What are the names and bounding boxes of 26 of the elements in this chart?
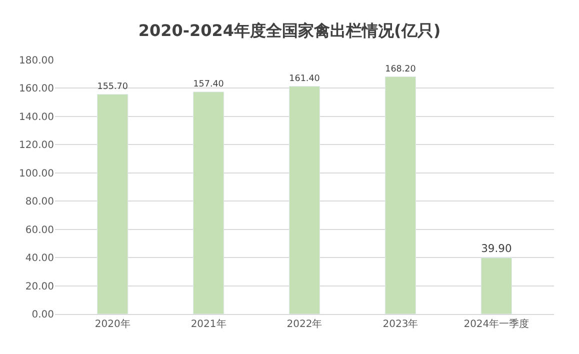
x-tick-label: 2022年 <box>286 318 322 330</box>
data-label: 39.90 <box>481 242 512 255</box>
y-tick-label: 80.00 <box>25 196 54 208</box>
chart-title: 2020-2024年度全国家禽出栏情况(亿只) <box>138 20 441 40</box>
bar <box>480 257 512 314</box>
y-tick-label: 160.00 <box>19 84 54 95</box>
data-label: 157.40 <box>193 79 224 90</box>
y-tick-label: 120.00 <box>19 140 54 152</box>
bar <box>96 94 128 314</box>
y-tick-label: 60.00 <box>25 224 54 236</box>
y-tick-label: 100.00 <box>19 168 54 180</box>
bar <box>288 86 320 314</box>
data-label: 155.70 <box>97 82 128 92</box>
data-label: 168.20 <box>385 64 416 74</box>
y-tick-label: 140.00 <box>19 112 54 123</box>
x-tick-label: 2021年 <box>190 318 226 330</box>
y-tick-label: 40.00 <box>25 253 54 264</box>
x-tick-label: 2023年 <box>382 318 418 330</box>
bar <box>192 92 224 314</box>
y-tick-label: 180.00 <box>19 56 54 66</box>
y-tick-label: 20.00 <box>25 281 54 292</box>
data-label: 161.40 <box>289 74 320 84</box>
x-tick-label: 2024年一季度 <box>464 318 530 330</box>
x-tick-label: 2020年 <box>94 318 130 330</box>
y-tick-label: 0.00 <box>32 310 54 320</box>
bar <box>384 76 416 314</box>
